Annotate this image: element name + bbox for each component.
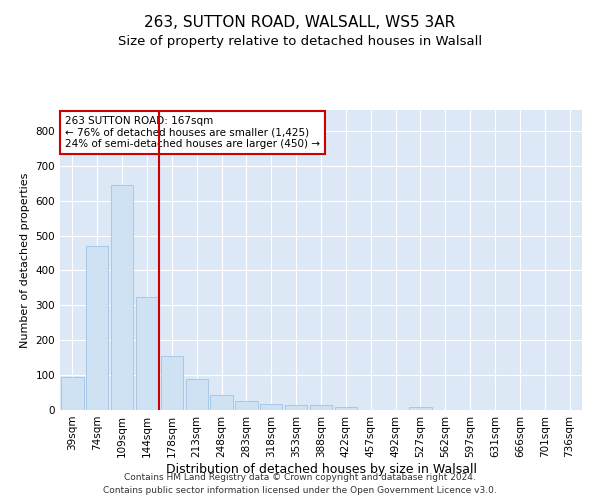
Text: Contains HM Land Registry data © Crown copyright and database right 2024.
Contai: Contains HM Land Registry data © Crown c… <box>103 474 497 495</box>
Bar <box>260 404 283 410</box>
Bar <box>86 246 109 410</box>
Y-axis label: Number of detached properties: Number of detached properties <box>20 172 30 348</box>
Bar <box>335 407 357 410</box>
Bar <box>285 405 307 410</box>
Bar <box>211 396 233 410</box>
Text: 263 SUTTON ROAD: 167sqm
← 76% of detached houses are smaller (1,425)
24% of semi: 263 SUTTON ROAD: 167sqm ← 76% of detache… <box>65 116 320 149</box>
X-axis label: Distribution of detached houses by size in Walsall: Distribution of detached houses by size … <box>166 462 476 475</box>
Bar <box>185 378 208 410</box>
Text: Size of property relative to detached houses in Walsall: Size of property relative to detached ho… <box>118 35 482 48</box>
Bar <box>409 407 431 410</box>
Bar <box>136 296 158 410</box>
Bar <box>310 406 332 410</box>
Bar <box>111 185 133 410</box>
Text: 263, SUTTON ROAD, WALSALL, WS5 3AR: 263, SUTTON ROAD, WALSALL, WS5 3AR <box>145 15 455 30</box>
Bar <box>61 377 83 410</box>
Bar <box>235 400 257 410</box>
Bar <box>161 356 183 410</box>
